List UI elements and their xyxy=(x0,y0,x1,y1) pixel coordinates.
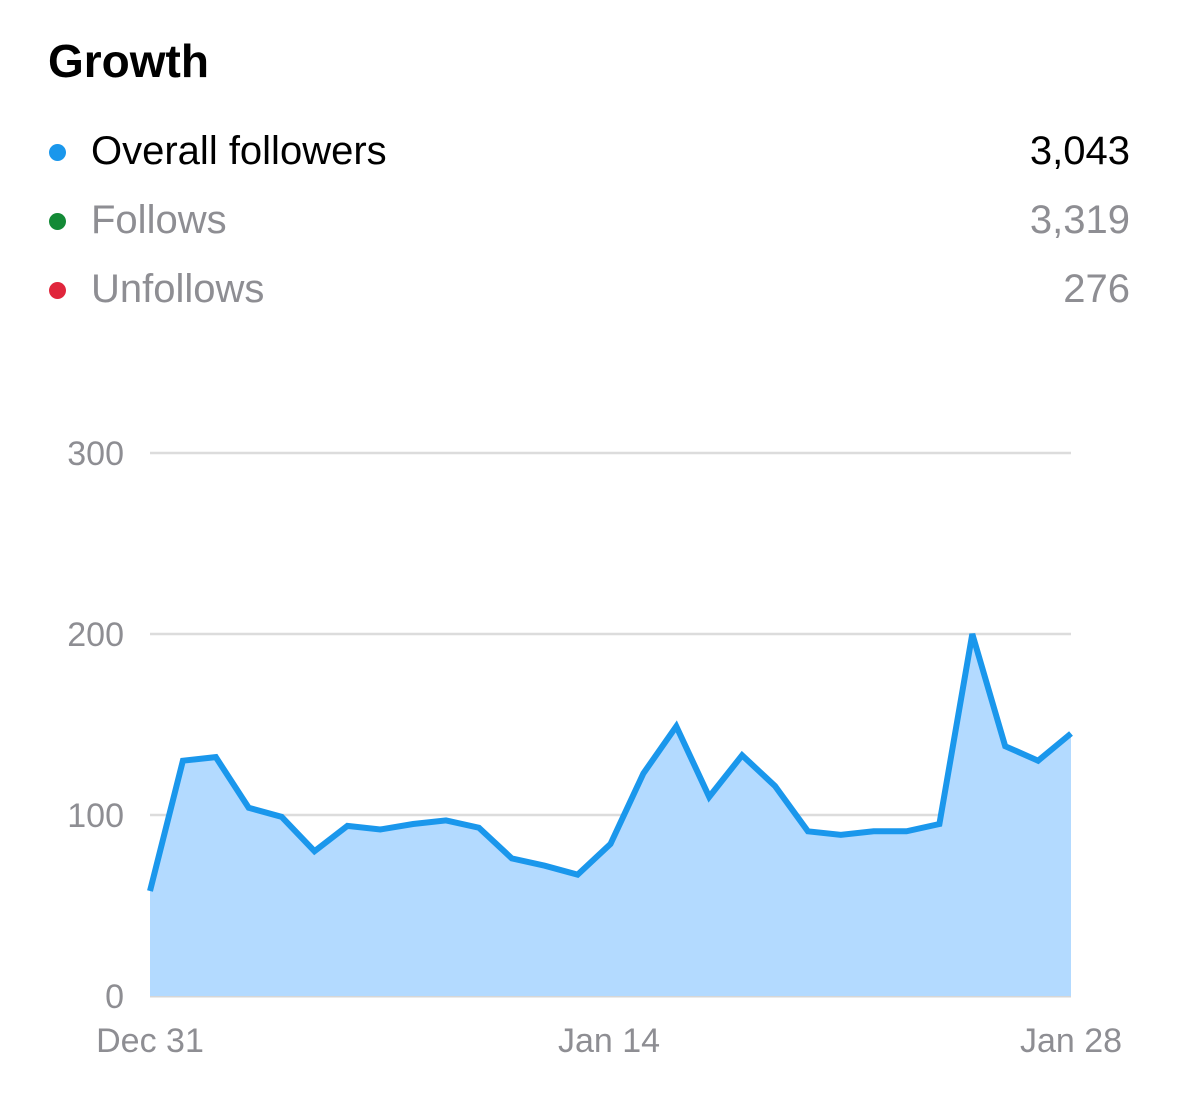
legend: Overall followers 3,043 Follows 3,319 Un… xyxy=(48,122,1130,329)
legend-dot-icon xyxy=(49,213,66,230)
legend-value: 3,043 xyxy=(1029,129,1130,173)
area-fill xyxy=(150,634,1071,996)
legend-label: Unfollows xyxy=(91,267,265,311)
legend-label: Follows xyxy=(91,198,227,242)
x-tick-label: Jan 28 xyxy=(1020,1022,1122,1060)
y-tick-label: 300 xyxy=(67,435,124,473)
legend-item-overall-followers[interactable]: Overall followers 3,043 xyxy=(48,122,1130,191)
legend-dot-icon xyxy=(49,144,66,161)
y-tick-label: 200 xyxy=(67,616,124,654)
chart-title: Growth xyxy=(48,35,209,87)
y-tick-label: 100 xyxy=(67,797,124,835)
legend-value: 3,319 xyxy=(1029,198,1130,242)
legend-item-unfollows[interactable]: Unfollows 276 xyxy=(48,260,1130,329)
legend-dot-icon xyxy=(49,282,66,299)
x-tick-label: Jan 14 xyxy=(558,1022,660,1060)
legend-item-follows[interactable]: Follows 3,319 xyxy=(48,191,1130,260)
legend-label: Overall followers xyxy=(91,129,387,173)
series-line-overall-followers xyxy=(147,633,1073,892)
y-tick-label: 0 xyxy=(105,978,124,1016)
legend-value: 276 xyxy=(1063,267,1130,311)
x-tick-label: Dec 31 xyxy=(96,1022,204,1060)
